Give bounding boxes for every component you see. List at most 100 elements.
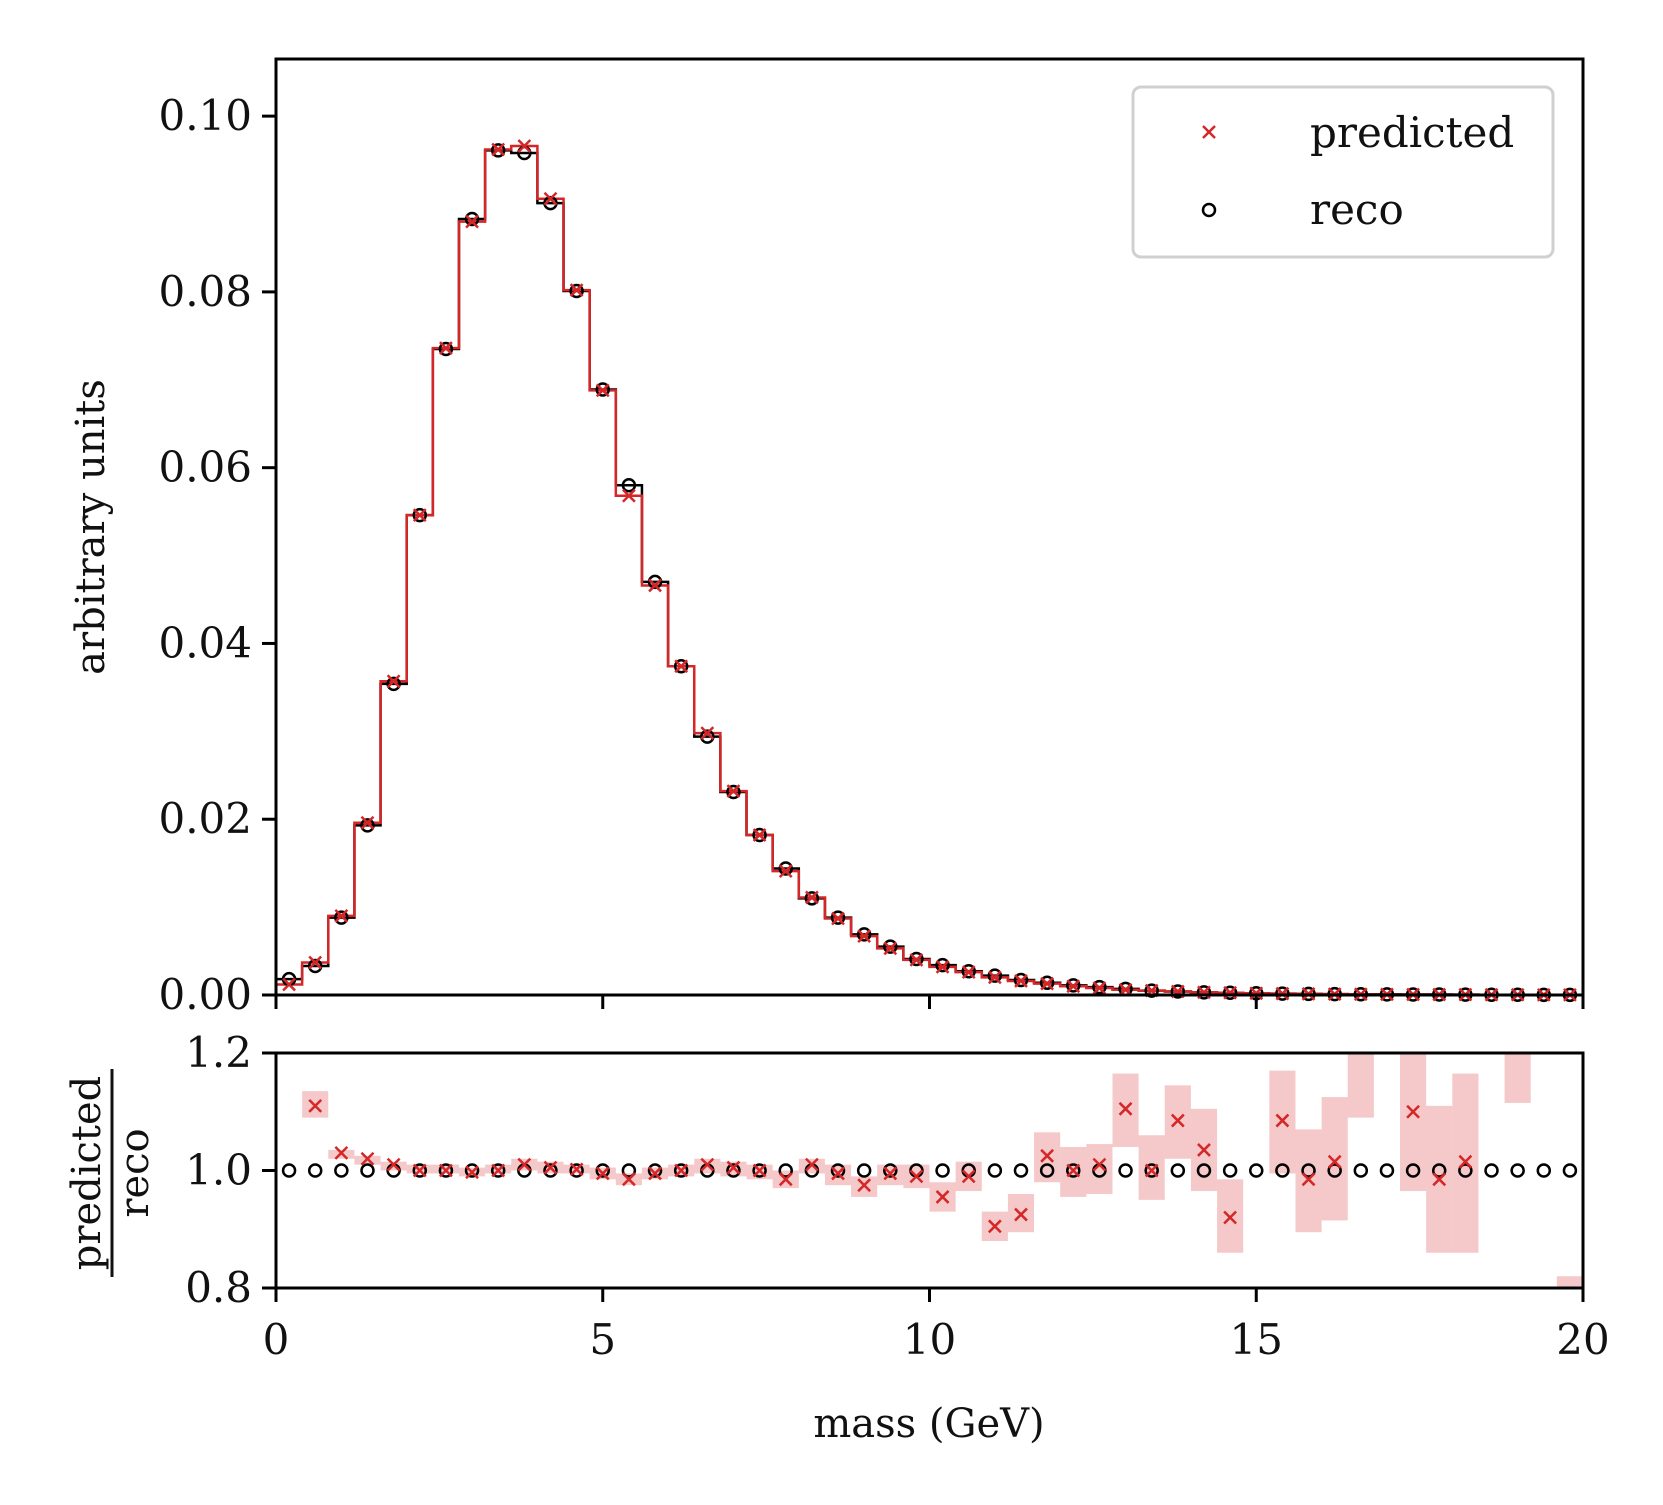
ratio-reco-point: [935, 1163, 950, 1178]
ratio-predicted-point: [1066, 1163, 1081, 1178]
ratio-predicted-point: [334, 1145, 349, 1160]
predicted-point: [595, 383, 610, 398]
ratio-predicted-point: [1092, 1157, 1107, 1172]
predicted-point: [1223, 985, 1237, 1000]
ratio-band: [1138, 1135, 1165, 1200]
reco-point: [1066, 978, 1081, 993]
ratio-reco-point: [1066, 1163, 1081, 1178]
legend-label-predicted: predicted: [1310, 108, 1514, 157]
ratio-reco-point: [543, 1163, 558, 1178]
predicted-point: [439, 341, 453, 356]
ratio-reco-point: [1039, 1163, 1055, 1178]
ratio-y-tick-label: 1.2: [185, 1028, 252, 1077]
ratio-predicted-point: [778, 1172, 793, 1187]
ratio-reco-point: [595, 1163, 610, 1178]
ratio-reco-point: [1405, 1163, 1421, 1178]
predicted-point: [726, 784, 741, 798]
reco-step-line: [274, 149, 1585, 997]
predicted-point: [1249, 986, 1264, 1001]
ratio-reco-point: [1249, 1163, 1264, 1178]
predicted-point: [857, 929, 872, 943]
predicted-point: [831, 911, 845, 926]
reco-point: [1170, 984, 1186, 999]
ratio-x-ticks: 0 5 10 15 20: [263, 1288, 1610, 1364]
predicted-point: [778, 864, 793, 878]
predicted-point: [987, 970, 1002, 985]
predicted-point: [1066, 979, 1081, 994]
ratio-markers: [281, 1098, 1578, 1234]
reco-point: [334, 910, 349, 925]
ratio-reco-point: [726, 1163, 741, 1178]
x-tick-label: 5: [589, 1315, 616, 1364]
ratio-reco-point: [647, 1163, 663, 1178]
ratio-y-tick-label: 0.8: [185, 1263, 252, 1312]
reco-point: [804, 891, 820, 906]
legend-label-reco: reco: [1310, 185, 1404, 234]
ratio-reco-point: [569, 1163, 584, 1178]
ratio-predicted-point: [439, 1163, 453, 1178]
reco-point: [464, 211, 480, 227]
ratio-predicted-point: [1040, 1148, 1055, 1163]
ratio-predicted-point: [1406, 1104, 1420, 1119]
ratio-band: [1504, 1053, 1531, 1103]
ratio-predicted-point: [491, 1163, 506, 1178]
ratio-reco-point: [1170, 1163, 1186, 1178]
ratio-reco-point: [281, 1163, 297, 1178]
ratio-ylabel-denominator: reco: [112, 1128, 158, 1217]
main-y-ticks: 0.00 0.02 0.04 0.06 0.08 0.10: [158, 91, 276, 1019]
ratio-reco-point: [1484, 1163, 1499, 1178]
predicted-point: [412, 508, 427, 523]
ratio-predicted-point: [543, 1160, 558, 1175]
reco-point: [307, 958, 323, 974]
main-y-tick-label: 0.02: [158, 794, 252, 843]
ratio-reco-point: [1196, 1163, 1212, 1178]
ratio-predicted-point: [412, 1163, 427, 1178]
ratio-predicted-point: [1301, 1172, 1316, 1187]
reco-point: [1222, 985, 1238, 1001]
reco-point: [987, 968, 1003, 983]
reco-point: [490, 143, 506, 158]
ratio-predicted-point: [308, 1098, 323, 1113]
predicted-point: [1014, 974, 1028, 988]
predicted-point: [1092, 981, 1107, 995]
reco-point: [569, 283, 584, 299]
reco-point: [412, 507, 428, 523]
reco-point: [1144, 983, 1159, 998]
ratio-reco-point: [1431, 1163, 1447, 1178]
reco-point: [883, 939, 898, 954]
ratio-reco-point: [360, 1163, 375, 1178]
predicted-point: [700, 726, 715, 740]
legend-predicted-marker: [1202, 125, 1216, 139]
reco-point: [673, 659, 689, 674]
ratio-reco-point: [1144, 1163, 1159, 1178]
ratio-reco-point: [1301, 1163, 1316, 1178]
ratio-reco-point: [752, 1163, 767, 1178]
ratio-predicted-point: [883, 1166, 898, 1181]
ratio-reco-point: [438, 1163, 454, 1178]
ratio-reco-point: [334, 1163, 349, 1178]
predicted-point: [935, 959, 950, 974]
ratio-reco-point: [830, 1163, 846, 1178]
ratio-band: [1086, 1144, 1113, 1194]
predicted-point: [334, 909, 349, 923]
ratio-ylabel-numerator: predicted: [64, 1076, 110, 1271]
ratio-predicted-point: [700, 1157, 715, 1172]
reco-point: [647, 574, 663, 590]
main-y-tick-label: 0.06: [158, 443, 252, 492]
histogram-markers: [281, 139, 1578, 1003]
predicted-point: [360, 815, 375, 830]
ratio-reco-point: [1013, 1163, 1029, 1178]
x-tick-label: 20: [1556, 1315, 1609, 1364]
reco-point: [621, 478, 637, 493]
ratio-predicted-point: [1432, 1172, 1447, 1187]
ratio-reco-point: [1353, 1163, 1369, 1178]
ratio-predicted-point: [857, 1178, 872, 1193]
reco-point: [1039, 975, 1055, 990]
ratio-predicted-point: [1170, 1113, 1185, 1128]
predicted-point: [308, 955, 323, 970]
main-plot-frame: [274, 57, 1585, 997]
ratio-predicted-point: [386, 1157, 401, 1172]
ratio-uncertainty-bands: [302, 1053, 1583, 1288]
x-tick-label: 10: [903, 1315, 956, 1364]
